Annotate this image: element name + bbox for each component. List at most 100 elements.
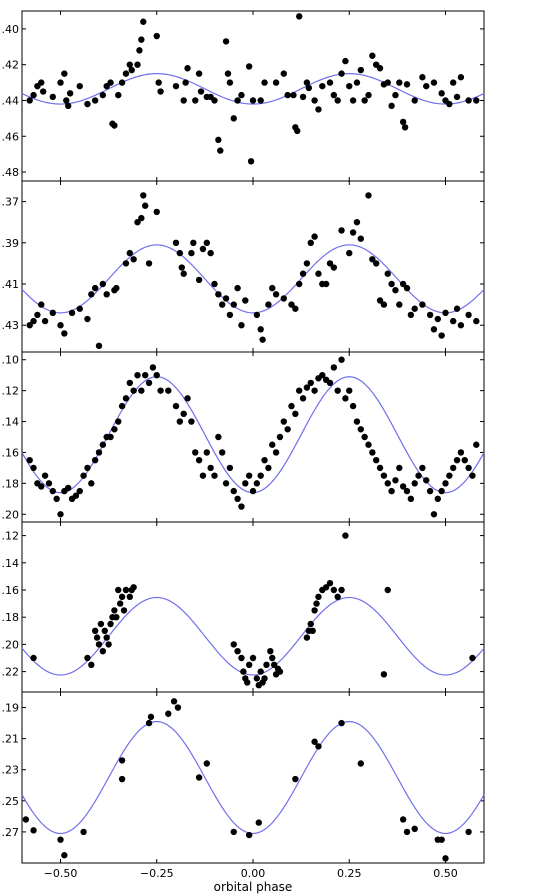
data-point — [442, 480, 449, 487]
data-point — [438, 487, 445, 495]
y-tick-label: .41 — [2, 278, 20, 291]
data-point — [126, 379, 133, 387]
data-point — [261, 79, 268, 86]
panel-frame — [21, 180, 485, 353]
data-point — [199, 472, 207, 479]
data-point — [313, 600, 320, 607]
data-point — [61, 330, 68, 337]
y-tick-label: .16 — [2, 584, 20, 597]
data-point — [353, 418, 361, 425]
data-point — [80, 828, 87, 836]
data-point — [255, 819, 262, 826]
data-point — [97, 620, 105, 628]
data-point — [346, 387, 353, 394]
data-point — [342, 57, 349, 65]
y-tick-label: .25 — [2, 795, 20, 808]
data-point — [118, 79, 126, 86]
data-point — [72, 492, 80, 499]
panel-3: .10 .12 .14 .16 .18 .20 — [2, 351, 485, 523]
data-point — [465, 464, 472, 472]
data-point — [426, 311, 434, 319]
data-point — [338, 70, 345, 77]
data-point — [307, 620, 314, 628]
data-point — [57, 836, 64, 843]
data-point — [453, 93, 461, 101]
data-point — [442, 309, 449, 317]
data-point — [334, 387, 341, 394]
data-point — [365, 441, 372, 448]
data-point — [263, 661, 270, 668]
data-point — [342, 395, 349, 402]
data-point — [91, 97, 99, 104]
data-point — [257, 97, 264, 104]
data-point — [465, 828, 472, 836]
data-point — [219, 301, 226, 308]
data-point — [426, 487, 434, 495]
data-point — [269, 284, 276, 292]
data-point — [226, 464, 234, 472]
data-point — [315, 106, 322, 113]
data-point — [309, 627, 316, 634]
data-point — [211, 472, 218, 479]
data-point — [103, 291, 110, 298]
data-point — [238, 503, 245, 510]
data-point — [30, 827, 37, 834]
data-point — [399, 816, 407, 823]
data-point — [272, 291, 280, 298]
data-point — [157, 88, 164, 95]
data-point — [57, 511, 64, 518]
data-point — [284, 426, 291, 433]
data-point — [157, 387, 164, 394]
data-point — [145, 719, 153, 727]
data-point — [197, 88, 205, 95]
data-point — [30, 91, 37, 99]
data-point — [384, 586, 391, 594]
y-tick-label: .19 — [2, 702, 20, 715]
y-tick-label: .16 — [2, 446, 20, 459]
data-point — [396, 464, 403, 472]
data-point — [215, 291, 222, 298]
data-point — [403, 828, 411, 836]
data-point — [307, 239, 314, 247]
data-point — [145, 379, 153, 387]
data-point — [434, 315, 441, 323]
data-point — [122, 70, 130, 77]
data-point — [242, 297, 249, 304]
data-point — [269, 654, 276, 662]
data-point — [153, 208, 160, 216]
panel-frame — [21, 691, 485, 864]
data-point — [99, 91, 107, 99]
y-tick-label: .48 — [2, 166, 20, 179]
data-point — [211, 280, 218, 288]
data-point — [165, 710, 172, 717]
data-point — [41, 472, 49, 479]
data-point — [22, 816, 30, 823]
data-point — [122, 586, 130, 594]
data-point — [338, 356, 345, 363]
data-point — [396, 301, 403, 308]
data-point — [369, 256, 376, 263]
data-point — [296, 387, 303, 394]
y-tick-label: .44 — [2, 94, 20, 107]
data-point — [380, 301, 388, 308]
data-point — [76, 487, 83, 495]
data-point — [234, 284, 241, 292]
data-point — [457, 74, 465, 81]
data-point — [199, 245, 207, 253]
data-point — [326, 260, 334, 267]
data-point — [172, 82, 180, 90]
data-point — [234, 648, 241, 655]
data-point — [219, 449, 226, 456]
data-point — [120, 607, 128, 614]
data-point — [107, 79, 114, 86]
data-point — [30, 464, 37, 472]
data-point — [142, 202, 149, 209]
data-point — [57, 322, 64, 329]
data-point — [49, 93, 56, 101]
data-point — [111, 607, 118, 614]
data-point — [376, 464, 384, 472]
y-tick-label: .18 — [2, 477, 20, 490]
data-point — [365, 91, 372, 99]
data-point — [469, 472, 476, 479]
data-point — [446, 100, 453, 108]
